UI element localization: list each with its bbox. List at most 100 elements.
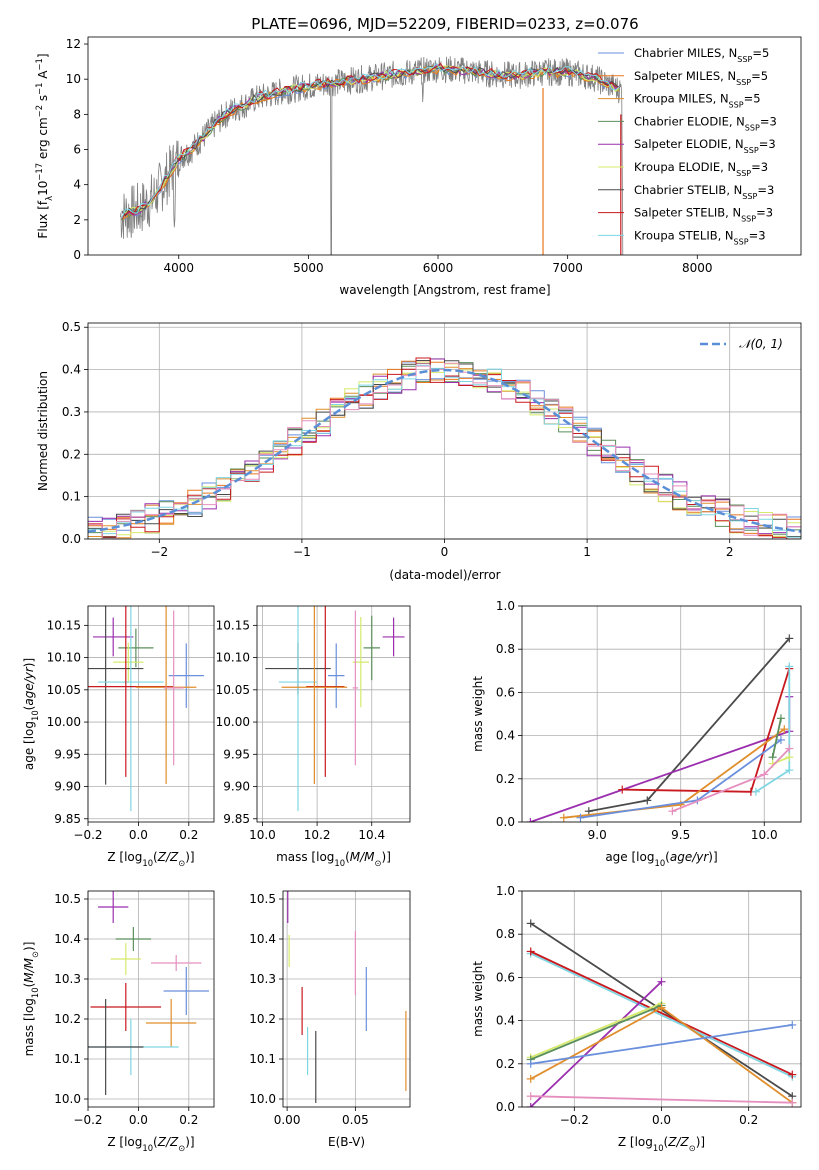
legend-label: 𝒩(0, 1)	[739, 337, 783, 351]
mass-weight-vs-metallicity-chart: −0.2 0.0 0.2 0.0 0.2 0.4 0.6 0.8 1.0 Z [log10(Z/Z…	[471, 884, 802, 1153]
x-tick-label: −0.2	[560, 1113, 589, 1127]
mass-weight-vs-age-chart: 9.0 9.5 10.0 0.0 0.2 0.4 0.6 0.8 1.0 age [log10(a…	[471, 599, 802, 868]
y-tick-label: 1.0	[496, 884, 515, 898]
y-tick-label: 0.1	[62, 490, 81, 504]
mass-weight-line-chabrier_elodie	[530, 1004, 662, 1061]
y-axis-label: mass weight	[471, 676, 485, 752]
legend-label: Chabrier STELIB, NSSP=3	[634, 183, 774, 201]
y-tick-label: 10.0	[249, 1092, 276, 1106]
y-tick-label: 10.2	[249, 1012, 276, 1026]
y-axis-label: age [log10(age/yr)]	[22, 658, 40, 770]
y-tick-label: 0.0	[62, 532, 81, 546]
axes-frame	[87, 605, 215, 823]
mass-weight-line-kroupa_stelib	[530, 952, 793, 1078]
y-tick-label: 10.1	[249, 1052, 276, 1066]
y-tick-label: 6	[73, 143, 81, 157]
y-tick-label: 0.6	[496, 685, 515, 699]
x-tick-label: 4000	[163, 261, 194, 275]
x-tick-label: 9.5	[671, 828, 690, 842]
axes-frame	[282, 890, 411, 1108]
y-tick-label: 8	[73, 107, 81, 121]
histogram-step-extra_pink	[88, 362, 801, 539]
y-tick-label: 10.00	[47, 715, 81, 729]
y-tick-label: 0.8	[496, 927, 515, 941]
x-tick-label: 1	[583, 545, 591, 559]
y-tick-label: 10.3	[249, 972, 276, 986]
y-tick-label: 10.2	[54, 1012, 81, 1026]
y-tick-label: 0.2	[496, 1057, 515, 1071]
x-axis-label: Z [log10(Z/Z⊙)]	[107, 850, 194, 868]
x-tick-label: 10.2	[304, 828, 331, 842]
x-tick-label: −0.2	[73, 828, 102, 842]
spectrum-legend: Chabrier MILES, NSSP=5 Salpeter MILES, NS…	[598, 46, 777, 246]
y-tick-label: 0.8	[496, 642, 515, 656]
y-tick-label: 0	[73, 248, 81, 262]
y-tick-label: 10.10	[47, 651, 81, 665]
legend-label: Chabrier MILES, NSSP=5	[634, 46, 769, 64]
x-tick-label: 2	[726, 545, 734, 559]
plot-area	[88, 606, 204, 812]
y-tick-label: 10.10	[216, 651, 250, 665]
mass-weight-line-extra_pink	[530, 1095, 793, 1104]
y-tick-label: 0.0	[496, 1100, 515, 1114]
y-tick-label: 9.95	[54, 747, 81, 761]
y-tick-label: 0.0	[496, 815, 515, 829]
y-tick-label: 10.4	[54, 932, 81, 946]
legend-label: Salpeter ELODIE, NSSP=3	[634, 137, 776, 155]
x-axis-label: E(B-V)	[328, 1135, 365, 1149]
x-tick-label: 0.05	[342, 1113, 369, 1127]
x-tick-label: 0.0	[652, 1113, 671, 1127]
spectrum-chart: 4000 5000 6000 7000 8000 0 2 4 6 8 10 12 wavelength …	[34, 36, 802, 297]
y-tick-label: 10.00	[216, 715, 250, 729]
x-tick-label: 0	[441, 545, 449, 559]
x-axis-label: Z [log10(Z/Z⊙)]	[107, 1135, 194, 1153]
legend-label: Kroupa ELODIE, NSSP=3	[634, 160, 768, 178]
y-tick-label: 4	[73, 178, 81, 192]
histogram-step-kroupa_stelib	[88, 364, 801, 538]
y-tick-label: 0.4	[496, 1014, 515, 1028]
x-tick-label: 5000	[293, 261, 324, 275]
y-tick-label: 9.90	[223, 780, 250, 794]
age-vs-metallicity-chart: −0.2 0.0 0.2 9.85 9.90 9.95 10.00 10.05 10.10 10.…	[22, 605, 215, 868]
axes-frame	[256, 605, 411, 823]
y-tick-label: 10.3	[54, 972, 81, 986]
mass-weight-line-salpeter_stelib	[530, 950, 793, 1076]
x-tick-label: −1	[293, 545, 311, 559]
age-vs-mass-chart: 10.0 10.2 10.4 9.85 9.90 9.95 10.00 10.05 10.10 1…	[216, 605, 411, 868]
mass-weight-line-salpeter_elodie	[530, 981, 663, 1107]
y-tick-label: 0.6	[496, 970, 515, 984]
y-tick-label: 9.95	[223, 747, 250, 761]
y-tick-label: 10.1	[54, 1052, 81, 1066]
x-tick-label: 10.0	[249, 828, 276, 842]
y-tick-label: 1.0	[496, 599, 515, 613]
x-tick-label: 9.0	[588, 828, 607, 842]
residual-histogram-chart: −2 −1 0 1 2 0.0 0.1 0.2 0.3 0.4 0.5 (data-model)/er…	[36, 320, 802, 582]
y-tick-label: 10.15	[47, 618, 81, 632]
y-tick-label: 10.05	[47, 683, 81, 697]
x-tick-label: 7000	[552, 261, 583, 275]
plot-area	[526, 919, 797, 1107]
y-axis-label: Flux [fλ10−17 erg cm−2 s−1 A−1]	[34, 53, 54, 238]
normal-distribution-curve	[88, 368, 801, 533]
x-tick-label: 6000	[423, 261, 454, 275]
spectrum-chart-title: PLATE=0696, MJD=52209, FIBERID=0233, z=0…	[251, 15, 638, 33]
y-tick-label: 9.85	[54, 812, 81, 826]
x-tick-label: 10.4	[358, 828, 385, 842]
x-axis-label: wavelength [Angstrom, rest frame]	[339, 283, 550, 297]
y-tick-label: 10.4	[249, 932, 276, 946]
model-spectrum-kroupa_stelib	[121, 62, 620, 219]
axes-frame	[521, 605, 802, 823]
mass-vs-metallicity-chart: −0.2 0.0 0.2 10.0 10.1 10.2 10.3 10.4 10.5 Z [log…	[22, 890, 215, 1153]
y-tick-label: 9.85	[223, 812, 250, 826]
x-tick-label: 0.00	[274, 1113, 301, 1127]
x-axis-label: (data-model)/error	[389, 568, 500, 582]
axes-frame	[87, 890, 215, 1108]
x-tick-label: 0.2	[179, 1113, 198, 1127]
legend-label: Salpeter STELIB, NSSP=3	[634, 206, 773, 224]
mass-weight-line-chabrier_miles	[530, 1024, 793, 1065]
plot-area	[265, 606, 405, 812]
x-tick-label: 0.2	[179, 828, 198, 842]
y-tick-label: 0.5	[62, 320, 81, 334]
plot-area	[287, 891, 407, 1103]
